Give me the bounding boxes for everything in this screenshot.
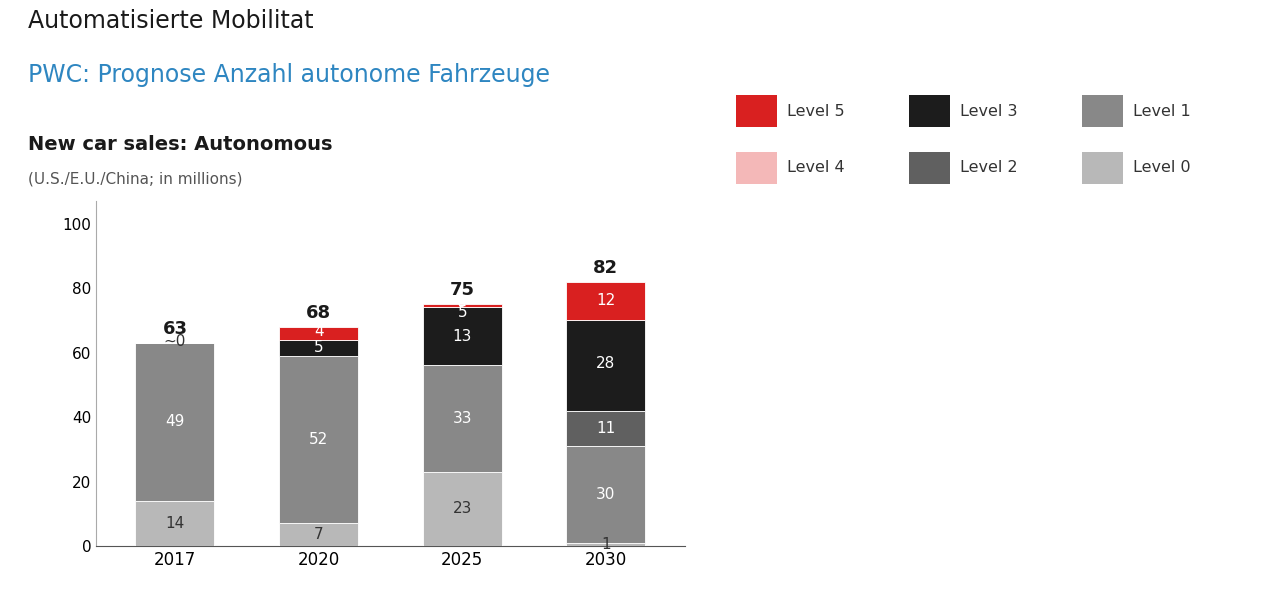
Bar	[566, 543, 645, 546]
Bar	[566, 281, 645, 320]
Text: 33: 33	[452, 411, 472, 426]
Text: 12: 12	[596, 293, 616, 308]
Text: Level 2: Level 2	[960, 160, 1018, 175]
Bar	[279, 523, 358, 546]
Text: 75: 75	[449, 281, 475, 299]
Bar	[279, 327, 358, 340]
Bar	[422, 304, 502, 307]
Text: 30: 30	[596, 487, 616, 502]
Text: Level 5: Level 5	[787, 103, 845, 119]
Text: PWC: Prognose Anzahl autonome Fahrzeuge: PWC: Prognose Anzahl autonome Fahrzeuge	[28, 63, 550, 87]
Text: 28: 28	[596, 356, 616, 371]
Text: 63: 63	[163, 320, 187, 338]
Text: 4: 4	[314, 324, 324, 339]
Bar	[279, 340, 358, 356]
Text: ~0: ~0	[164, 334, 186, 349]
Bar	[279, 356, 358, 523]
Text: 11: 11	[596, 421, 616, 436]
Text: Level 0: Level 0	[1133, 160, 1190, 175]
Bar	[422, 307, 502, 365]
Text: 13: 13	[453, 329, 472, 344]
Text: New car sales: Autonomous: New car sales: Autonomous	[28, 135, 333, 154]
Bar	[566, 446, 645, 543]
Text: Level 4: Level 4	[787, 160, 845, 175]
Text: 49: 49	[165, 415, 184, 430]
Text: 68: 68	[306, 304, 332, 322]
Bar	[422, 365, 502, 472]
Text: 5: 5	[314, 340, 324, 355]
Text: 82: 82	[593, 259, 618, 277]
Text: 14: 14	[165, 516, 184, 531]
Bar	[136, 343, 215, 501]
Text: 0: 0	[457, 295, 467, 310]
Bar	[422, 472, 502, 546]
Text: Automatisierte Mobilitat: Automatisierte Mobilitat	[28, 9, 314, 33]
Text: 5: 5	[457, 305, 467, 320]
Text: Level 1: Level 1	[1133, 103, 1190, 119]
Bar	[566, 410, 645, 446]
Bar	[136, 501, 215, 546]
Text: 23: 23	[453, 502, 472, 517]
Text: 1: 1	[602, 537, 611, 552]
Text: (U.S./E.U./China; in millions): (U.S./E.U./China; in millions)	[28, 171, 243, 186]
Text: 52: 52	[308, 432, 328, 447]
Text: 7: 7	[314, 527, 324, 542]
Text: Level 3: Level 3	[960, 103, 1018, 119]
Bar	[566, 320, 645, 410]
